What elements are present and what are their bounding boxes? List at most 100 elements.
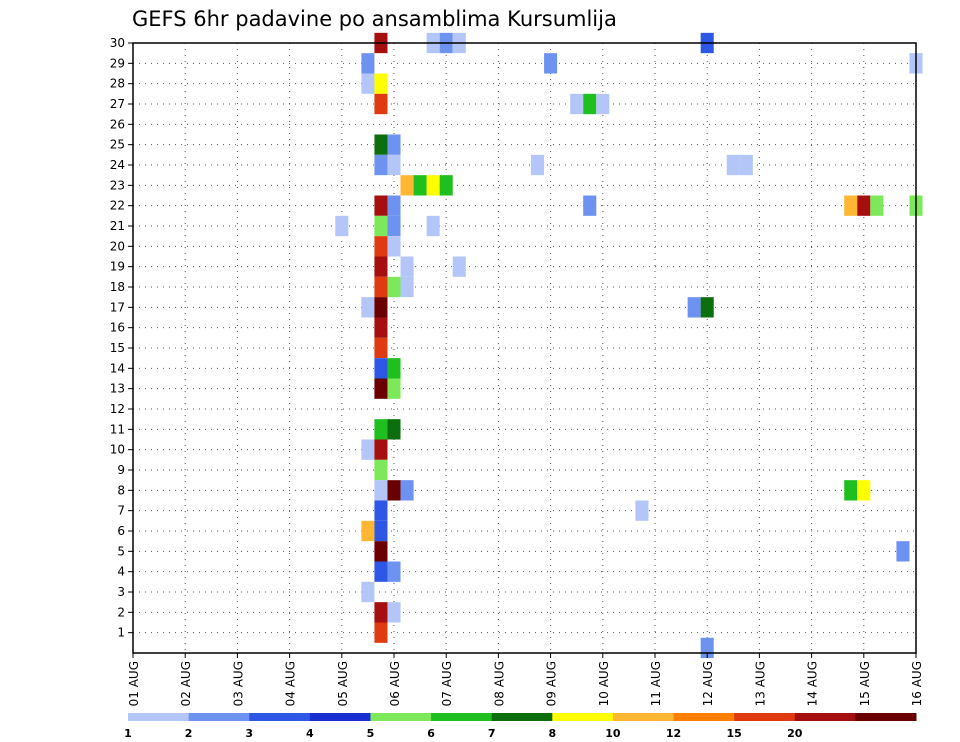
x-tick-label: 01 AUG (127, 661, 141, 706)
precip-cell (400, 175, 414, 196)
precip-cell (387, 602, 401, 623)
colorbar-swatch (188, 713, 250, 721)
x-tick-label: 09 AUG (545, 661, 559, 706)
colorbar-swatch (249, 713, 311, 721)
x-tick-label: 03 AUG (231, 661, 245, 706)
colorbar-label: 4 (306, 727, 314, 740)
precip-cell (374, 419, 388, 440)
x-tick-label: 04 AUG (284, 661, 298, 706)
precip-cell (361, 73, 375, 94)
colorbar-label: 2 (185, 727, 193, 740)
colorbar-label: 20 (787, 727, 803, 740)
precip-cell (387, 480, 401, 501)
x-tick-label: 15 AUG (858, 661, 872, 706)
precip-cell (361, 439, 375, 460)
colorbar-label: 1 (124, 727, 132, 740)
precip-cell (374, 276, 388, 298)
y-tick-label: 17 (110, 300, 125, 314)
y-tick-label: 23 (110, 178, 125, 192)
precip-cell (374, 236, 388, 257)
precip-cell (400, 256, 414, 277)
precip-cell (374, 317, 388, 338)
y-tick-label: 28 (110, 77, 125, 91)
colorbar-swatch (552, 713, 614, 721)
precip-cell (374, 561, 388, 582)
colorbar-swatch (734, 713, 796, 721)
precip-cell (374, 337, 388, 359)
precip-cell (426, 215, 440, 237)
precip-cell (374, 480, 388, 501)
y-tick-label: 7 (117, 504, 125, 518)
precip-cell (870, 195, 884, 216)
y-tick-label: 11 (110, 422, 125, 436)
precip-cell (374, 215, 388, 237)
y-tick-label: 26 (110, 117, 125, 131)
colorbar-label: 10 (605, 727, 621, 740)
precip-cell (374, 93, 388, 115)
x-tick-label: 13 AUG (753, 661, 767, 706)
precip-cell (857, 195, 871, 216)
colorbar-label: 6 (427, 727, 435, 740)
precip-cell (335, 215, 349, 237)
precip-cell (596, 93, 610, 115)
y-tick-label: 13 (110, 382, 125, 396)
precip-cell (739, 154, 753, 176)
y-tick-label: 15 (110, 341, 125, 355)
precip-cell (374, 195, 388, 216)
y-tick-label: 8 (117, 483, 125, 497)
x-tick-label: 16 AUG (910, 661, 924, 706)
precip-cell (896, 541, 910, 562)
y-tick-label: 10 (110, 443, 125, 457)
precip-cell (387, 378, 401, 399)
precip-cell (387, 358, 401, 379)
colorbar-swatch (128, 713, 190, 721)
y-tick-label: 22 (110, 199, 125, 213)
y-tick-label: 2 (117, 605, 125, 619)
precip-cell (374, 256, 388, 277)
colorbar-swatch (612, 713, 675, 721)
precip-cell (687, 297, 701, 318)
precip-cell (413, 175, 427, 196)
precip-cell (583, 93, 597, 115)
precip-cell (387, 134, 401, 155)
precip-cell (426, 175, 440, 196)
y-tick-label: 18 (110, 280, 125, 294)
precip-cell (361, 520, 375, 542)
precip-cell (387, 154, 401, 176)
y-tick-label: 27 (110, 97, 125, 111)
colorbar: 1 2 3 4 5 6 7 8 10 12 15 20 (124, 713, 917, 740)
x-tick-label: 07 AUG (440, 661, 454, 706)
y-tick-label: 21 (110, 219, 125, 233)
y-tick-label: 3 (117, 585, 125, 599)
colorbar-swatch (673, 713, 735, 721)
x-tick-label: 02 AUG (179, 661, 193, 706)
x-tick-label: 06 AUG (388, 661, 402, 706)
x-tick-label: 12 AUG (701, 661, 715, 706)
precip-cell (857, 480, 871, 501)
precip-cell (400, 480, 414, 501)
y-tick-label: 14 (110, 361, 125, 375)
precip-cell (387, 419, 401, 440)
colorbar-swatch (309, 713, 371, 721)
precip-cell (844, 195, 858, 216)
x-tick-label: 08 AUG (492, 661, 506, 706)
precip-cell (726, 154, 740, 176)
y-tick-label: 24 (110, 158, 125, 172)
precip-cell (374, 602, 388, 623)
precip-cell (700, 297, 714, 318)
colorbar-swatch (855, 713, 917, 721)
plot-frame (132, 42, 917, 654)
precip-cell (374, 154, 388, 176)
precip-cell (635, 500, 649, 521)
precip-cell (374, 439, 388, 460)
x-tick-label: 11 AUG (649, 661, 663, 706)
colorbar-swatch (370, 713, 432, 721)
y-tick-label: 6 (117, 524, 125, 538)
precip-cell (374, 541, 388, 562)
colorbar-label: 3 (245, 727, 253, 740)
precip-cell (387, 195, 401, 216)
precip-cell (531, 154, 545, 176)
precip-cell (361, 297, 375, 318)
colorbar-label: 15 (726, 727, 741, 740)
